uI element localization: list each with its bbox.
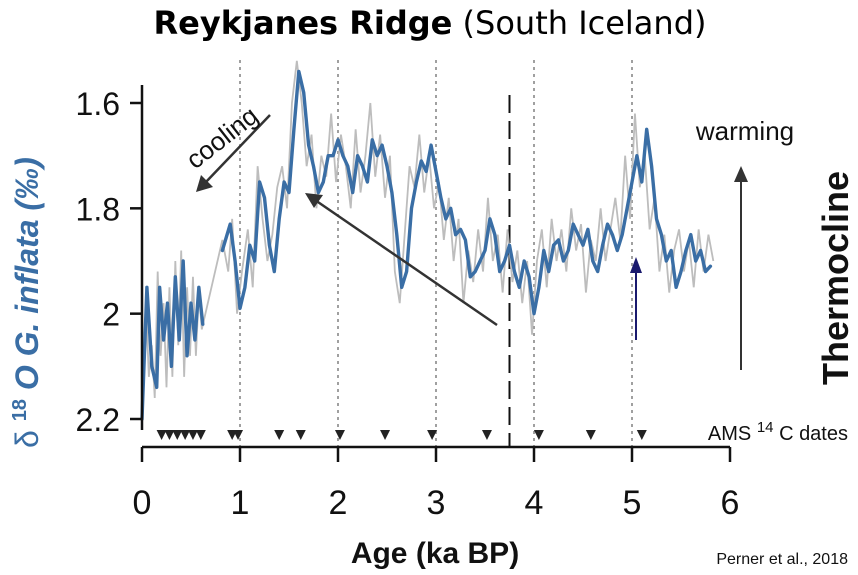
y-axis: 1.6 1.8 2 2.2 xyxy=(76,85,144,438)
ams-date-marker-5 xyxy=(195,430,206,440)
y-tick-label-0: 1.6 xyxy=(76,86,120,122)
ams-date-marker-3 xyxy=(180,430,191,440)
trend-arrowhead xyxy=(305,193,323,208)
smoothed-series-group xyxy=(140,69,713,421)
ams-date-marker-2 xyxy=(172,430,183,440)
smoothed-series-line-1 xyxy=(220,69,713,316)
y-axis-right-label: Thermocline xyxy=(815,171,856,385)
y-axis-label-main: O G. inflata (‰) xyxy=(9,157,45,390)
cooling-arrow xyxy=(204,114,271,184)
ams-date-marker-16 xyxy=(636,430,647,440)
raw-series-group xyxy=(141,60,715,420)
chart-title-sub: (South Iceland) xyxy=(463,4,707,42)
source-credit: Perner et al., 2018 xyxy=(716,551,848,568)
ams-label-prefix: AMS xyxy=(708,423,751,445)
ams-date-marker-11 xyxy=(380,430,391,440)
ams-label-suffix: C dates xyxy=(779,423,848,445)
raw-series-line xyxy=(141,60,715,420)
smoothed-series-line-0 xyxy=(140,259,205,421)
x-tick-label-4: 4 xyxy=(525,484,544,522)
ams-date-marker-1 xyxy=(164,430,175,440)
x-axis-label: Age (ka BP) xyxy=(351,537,519,570)
x-tick-label-1: 1 xyxy=(231,484,250,522)
reference-lines xyxy=(239,60,633,447)
y-tick-label-2: 2 xyxy=(102,297,120,333)
warming-label: warming xyxy=(695,116,794,146)
x-tick-label-0: 0 xyxy=(133,484,152,522)
y-axis-label-prefix: δ xyxy=(9,430,45,448)
event-arrowhead xyxy=(630,257,642,273)
ams-date-marker-0 xyxy=(156,430,167,440)
ams-date-marker-8 xyxy=(274,430,285,440)
warming-arrowhead xyxy=(734,166,748,182)
cooling-arrowhead xyxy=(196,175,213,192)
chart-title-main: Reykjanes Ridge xyxy=(154,4,453,42)
ams-label-sup: 14 xyxy=(757,419,774,436)
x-tick-label-3: 3 xyxy=(427,484,446,522)
y-axis-label: δ 18 O G. inflata (‰) xyxy=(0,157,45,448)
y-axis-label-sup: 18 xyxy=(9,399,31,421)
ams-date-marker-10 xyxy=(334,430,345,440)
x-tick-label-5: 5 xyxy=(623,484,642,522)
ams-label: AMS 14 C dates xyxy=(708,415,848,445)
chart-title: Reykjanes Ridge (South Iceland) xyxy=(154,4,707,42)
ams-dates-group xyxy=(156,430,647,440)
y-tick-label-3: 2.2 xyxy=(76,402,120,438)
event-arrow xyxy=(630,257,642,340)
ams-date-marker-9 xyxy=(295,430,306,440)
ams-date-marker-12 xyxy=(427,430,438,440)
ams-date-marker-7 xyxy=(233,430,244,440)
x-tick-label-6: 6 xyxy=(721,484,740,522)
ams-date-marker-14 xyxy=(533,430,544,440)
y-tick-label-1: 1.8 xyxy=(76,191,120,227)
trend-arrow xyxy=(314,198,498,327)
x-axis: 0 1 2 3 4 5 6 xyxy=(133,445,740,522)
x-tick-label-2: 2 xyxy=(329,484,348,522)
ams-date-marker-13 xyxy=(481,430,492,440)
ams-date-marker-4 xyxy=(187,430,198,440)
ams-date-marker-15 xyxy=(585,430,596,440)
annotation-arrows xyxy=(196,114,748,370)
